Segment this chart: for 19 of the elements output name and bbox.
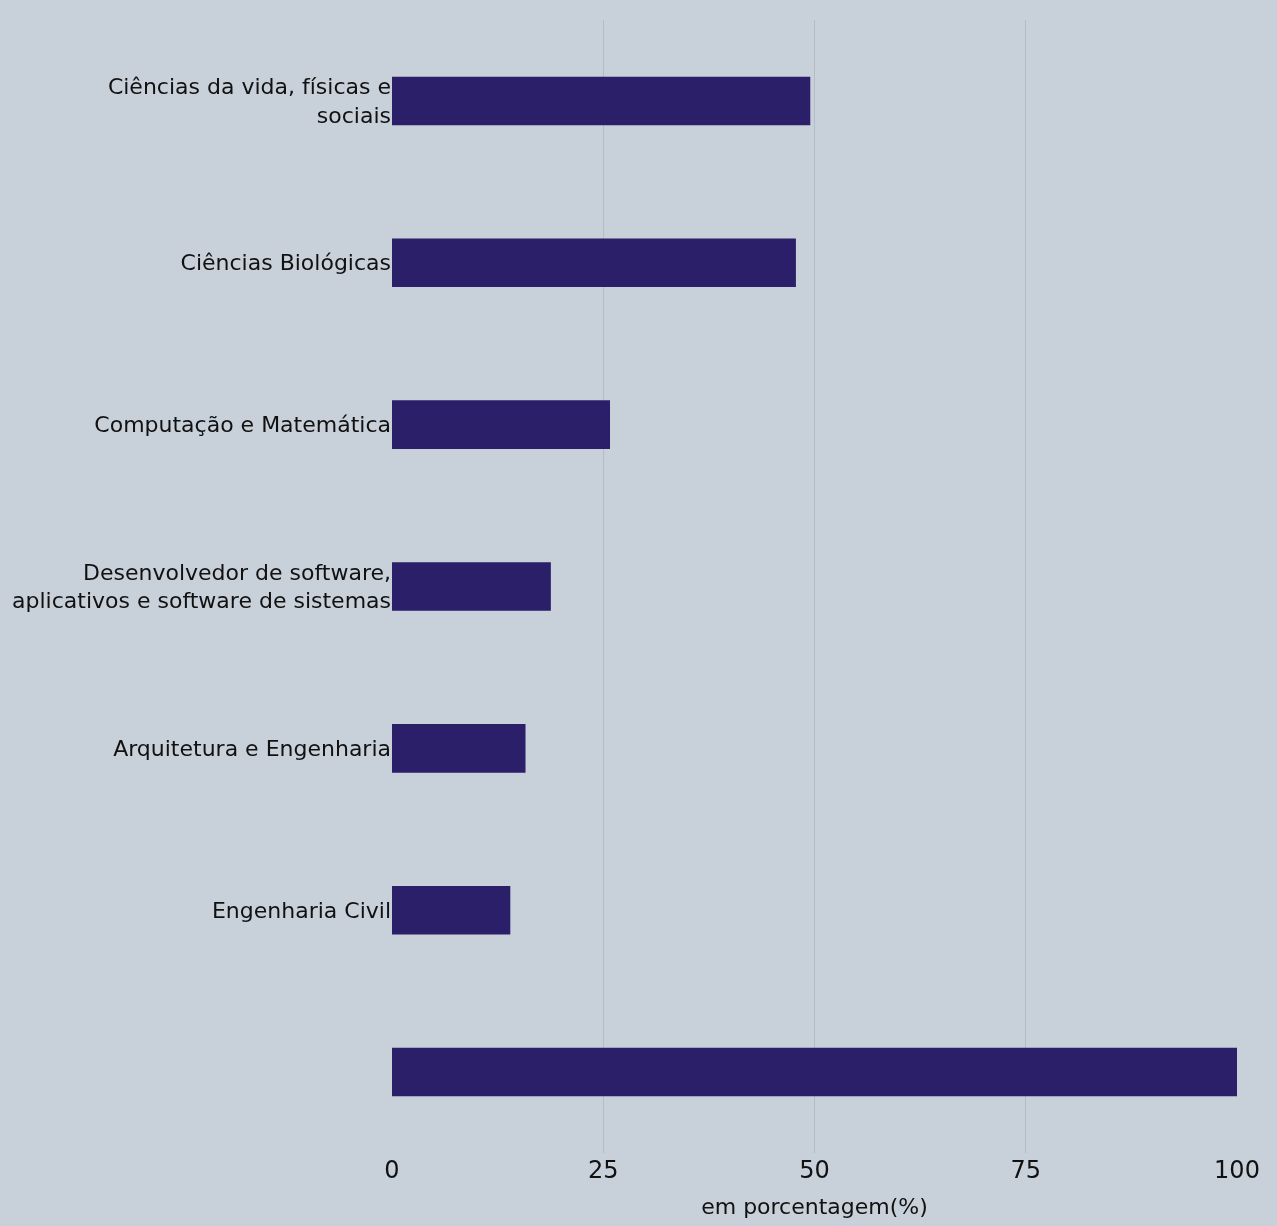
y-tick-label: Computação e Matemática [94, 412, 391, 438]
x-tick-label: 75 [1010, 1156, 1042, 1184]
x-axis-title: em porcentagem(%) [701, 1193, 928, 1219]
bar [392, 76, 811, 126]
x-tick-label: 100 [1214, 1156, 1260, 1184]
y-tick-label: Desenvolvedor de software, aplicativos e software de sistemas [12, 559, 391, 614]
x-tick-label: 0 [384, 1156, 400, 1184]
bar [392, 1047, 1237, 1097]
bar [392, 238, 796, 288]
bar [392, 724, 526, 773]
y-tick-label: Ciências Biológicas [180, 250, 391, 276]
y-tick-label: Engenharia Civil [211, 897, 391, 923]
x-tick-label: 25 [587, 1156, 619, 1184]
x-tick-label: 50 [799, 1156, 830, 1184]
bar [392, 885, 511, 935]
bar [392, 562, 551, 611]
y-tick-label: Arquitetura e Engenharia [113, 736, 391, 762]
y-tick-label: Ciências da vida, físicas e sociais [107, 74, 391, 128]
bar [392, 400, 611, 449]
